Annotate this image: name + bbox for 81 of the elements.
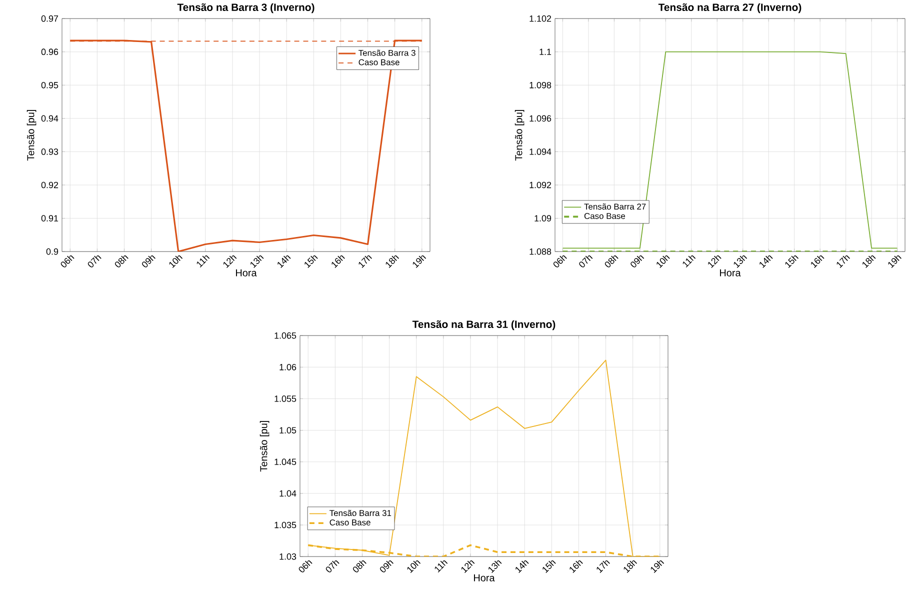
- x-tick-label: 13h: [250, 256, 264, 268]
- x-tick-label: 19h: [412, 256, 426, 268]
- y-tick-label: 1.035: [274, 522, 296, 528]
- x-tick-label: 14h: [516, 560, 529, 574]
- x-tick-label: 11h: [682, 256, 696, 268]
- y-axis-title: Tensão [pu]: [514, 110, 524, 161]
- y-tick-label: 0.9: [46, 248, 58, 255]
- y-tick-label: 1.09: [534, 215, 552, 222]
- legend-label: Caso Base: [584, 213, 626, 220]
- x-tick-label: 17h: [836, 256, 850, 268]
- x-tick-label: 07h: [88, 256, 102, 268]
- x-tick-label: 19h: [888, 256, 902, 268]
- x-tick-label: 09h: [380, 560, 394, 573]
- y-tick-label: 1.03: [280, 554, 296, 560]
- x-tick-label: 17h: [596, 560, 610, 574]
- x-tick-label: 13h: [734, 256, 748, 268]
- x-tick-label: 15h: [542, 560, 556, 574]
- x-tick-label: 07h: [326, 560, 340, 573]
- legend-label: Caso Base: [358, 60, 400, 66]
- x-tick-label: 10h: [656, 256, 670, 268]
- x-tick-label: 12h: [708, 256, 722, 268]
- x-axis-title: Hora: [236, 270, 257, 277]
- y-tick-label: 1.06: [280, 364, 296, 371]
- y-tick-label: 1.045: [274, 458, 296, 466]
- x-tick-label: 18h: [386, 256, 400, 268]
- y-tick-label: 1.055: [274, 396, 296, 402]
- y-tick-label: 1.098: [530, 82, 552, 89]
- x-tick-label: 14h: [278, 256, 291, 268]
- x-tick-label: 06h: [553, 256, 567, 268]
- chart-title: Tensão na Barra 3 (Inverno): [177, 4, 314, 14]
- x-tick-label: 19h: [650, 560, 664, 574]
- x-tick-label: 13h: [488, 560, 502, 574]
- y-tick-label: 0.92: [41, 182, 58, 188]
- y-tick-label: 1.088: [530, 248, 552, 255]
- y-tick-label: 0.97: [41, 16, 58, 22]
- y-tick-label: 1.04: [280, 490, 296, 497]
- y-tick-label: 1.065: [274, 332, 296, 339]
- x-tick-label: 15h: [785, 256, 799, 268]
- y-tick-label: 0.94: [41, 115, 58, 122]
- x-tick-label: 16h: [570, 560, 583, 574]
- y-tick-label: 1.102: [530, 16, 552, 22]
- x-tick-label: 16h: [332, 256, 345, 268]
- y-tick-label: 1.096: [530, 115, 552, 122]
- x-tick-label: 06h: [298, 560, 312, 573]
- x-tick-label: 12h: [223, 256, 237, 268]
- y-tick-label: 1.092: [530, 182, 552, 188]
- x-tick-label: 18h: [862, 256, 876, 268]
- y-tick-label: 1.094: [530, 148, 552, 156]
- x-tick-label: 10h: [169, 256, 183, 268]
- legend-label: Tensão Barra 27: [584, 204, 646, 210]
- x-tick-label: 07h: [579, 256, 593, 268]
- chart-title: Tensão na Barra 31 (Inverno): [412, 320, 556, 330]
- y-tick-label: 0.95: [41, 82, 58, 89]
- legend-label: Tensão Barra 31: [330, 510, 392, 516]
- y-axis-title: Tensão [pu]: [260, 421, 270, 472]
- x-tick-label: 11h: [434, 560, 448, 573]
- x-tick-label: 09h: [630, 256, 644, 268]
- x-tick-label: 16h: [811, 256, 824, 268]
- y-tick-label: 1.05: [280, 427, 296, 434]
- x-tick-label: 14h: [760, 256, 773, 268]
- x-tick-label: 09h: [142, 256, 156, 268]
- legend-label: Caso Base: [330, 520, 370, 526]
- x-tick-label: 15h: [304, 256, 318, 268]
- x-tick-label: 06h: [60, 256, 74, 268]
- y-tick-label: 0.91: [41, 215, 58, 222]
- x-tick-label: 10h: [407, 560, 421, 574]
- x-axis-title: Hora: [474, 574, 495, 582]
- legend-label: Tensão Barra 3: [358, 50, 416, 56]
- y-tick-label: 1.1: [540, 48, 552, 56]
- y-axis-title: Tensão [pu]: [26, 110, 36, 161]
- x-tick-label: 18h: [624, 560, 638, 574]
- y-tick-label: 0.93: [41, 148, 58, 156]
- x-tick-label: 08h: [604, 256, 618, 268]
- x-axis-title: Hora: [720, 270, 741, 277]
- chart-title: Tensão na Barra 27 (Inverno): [658, 4, 802, 14]
- x-tick-label: 17h: [358, 256, 372, 268]
- x-tick-label: 12h: [461, 560, 475, 574]
- x-tick-label: 11h: [196, 256, 210, 268]
- y-tick-label: 0.96: [41, 48, 58, 56]
- x-tick-label: 08h: [352, 560, 366, 573]
- x-tick-label: 08h: [114, 256, 128, 268]
